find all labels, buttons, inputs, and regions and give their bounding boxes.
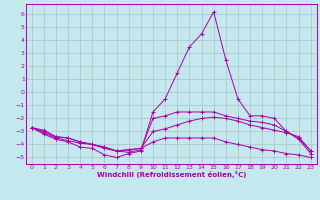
X-axis label: Windchill (Refroidissement éolien,°C): Windchill (Refroidissement éolien,°C): [97, 171, 246, 178]
